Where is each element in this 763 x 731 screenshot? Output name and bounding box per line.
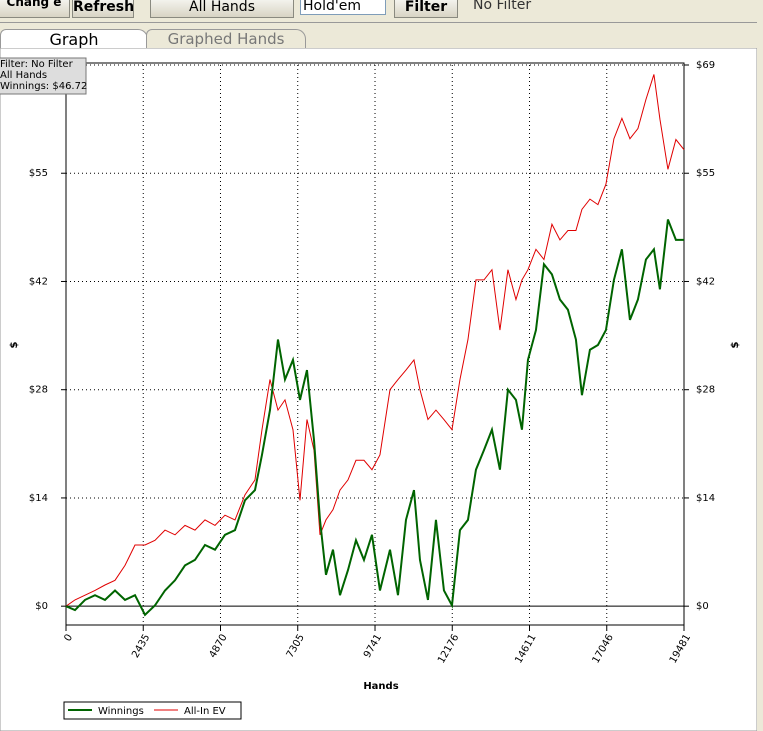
y2-tick-label: $55 [696,168,715,179]
annotation: Filter: No Filter [0,59,74,70]
annotation-box [0,57,87,95]
y2-axis-label: $ [730,341,741,348]
legend-label: All-In EV [184,706,226,717]
hands-button[interactable]: All Hands [150,0,294,18]
refresh-button[interactable]: Refresh [72,0,134,18]
series-line [65,74,685,607]
filter-button[interactable]: Filter [394,0,458,18]
annotation: Winnings: $46.72 [0,81,87,92]
y-tick-label: $0 [35,601,48,612]
change-button[interactable]: Chang e [0,0,70,18]
chart: $0$0$14$14$28$28$42$42$55$55$69$69024354… [0,48,757,731]
annotation: All Hands [0,70,47,81]
y2-tick-label: $0 [696,601,709,612]
filter-text: No Filter [473,0,532,13]
graph-tab[interactable]: Graph [0,29,148,49]
graphed-hands-tab[interactable]: Graphed Hands [146,29,306,48]
y-tick-label: $14 [29,493,48,504]
x-tick-label: 0 [62,633,75,644]
y2-tick-label: $28 [696,385,715,396]
y-tick-label: $28 [29,385,48,396]
series-line [65,219,684,617]
game-select[interactable]: Hold'em [300,0,386,15]
x-axis-label: Hands [363,681,398,692]
y2-tick-label: $69 [696,60,715,71]
game-text: Hold'em [303,0,361,14]
legend-label: Winnings [98,706,144,717]
legend-box [63,701,242,720]
y-axis-label: $ [9,341,20,348]
y-tick-label: $55 [29,168,48,179]
y2-tick-label: $14 [696,493,715,504]
y-tick-label: $42 [29,276,48,287]
toolbar-divider [0,22,757,23]
y2-tick-label: $42 [696,276,715,287]
